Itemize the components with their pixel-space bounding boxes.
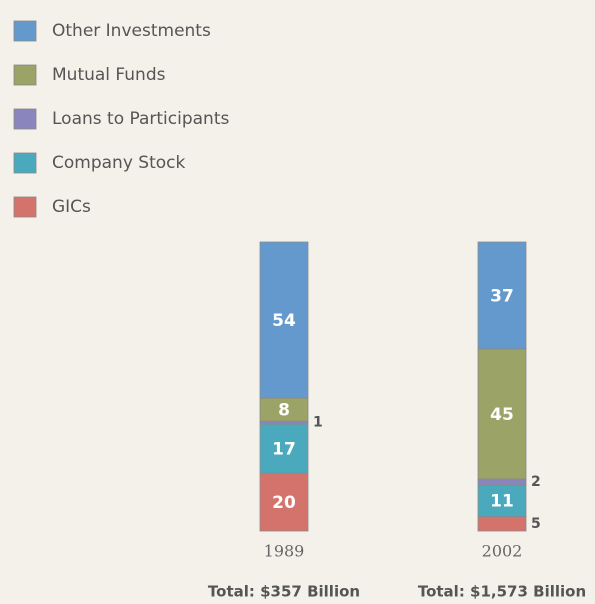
legend-swatch xyxy=(13,20,37,42)
value-label: 37 xyxy=(490,286,514,306)
value-label: 17 xyxy=(272,440,296,460)
legend-label: GICs xyxy=(52,197,91,217)
bar-segment xyxy=(477,516,527,532)
bar-segment xyxy=(477,241,527,350)
bar-segment xyxy=(259,420,309,425)
value-label: 2 xyxy=(531,474,541,490)
category-total: Total: $357 Billion xyxy=(208,583,360,601)
value-label: 54 xyxy=(272,311,296,331)
value-label: 8 xyxy=(278,401,290,421)
category-total: Total: $1,573 Billion xyxy=(418,583,586,601)
value-label: 1 xyxy=(313,415,323,431)
legend-label: Company Stock xyxy=(52,153,185,173)
legend-label: Loans to Participants xyxy=(52,109,229,129)
value-label: 11 xyxy=(490,492,514,512)
x-tick-label: 2002 xyxy=(482,542,523,561)
bar-segment xyxy=(477,348,527,480)
bar-segment xyxy=(259,423,309,474)
x-tick-label: 1989 xyxy=(264,542,305,561)
legend-label: Other Investments xyxy=(52,21,211,41)
legend-swatch xyxy=(13,196,37,218)
legend-swatch xyxy=(13,152,37,174)
bar-segment xyxy=(259,241,309,399)
bar-segment xyxy=(259,472,309,532)
value-label: 20 xyxy=(272,493,296,513)
value-label: 5 xyxy=(531,516,541,532)
legend-swatch xyxy=(13,108,37,130)
legend-swatch xyxy=(13,64,37,86)
value-label: 45 xyxy=(490,405,514,425)
bar-segment xyxy=(477,484,527,517)
bar-segment xyxy=(477,478,527,486)
legend-label: Mutual Funds xyxy=(52,65,166,85)
